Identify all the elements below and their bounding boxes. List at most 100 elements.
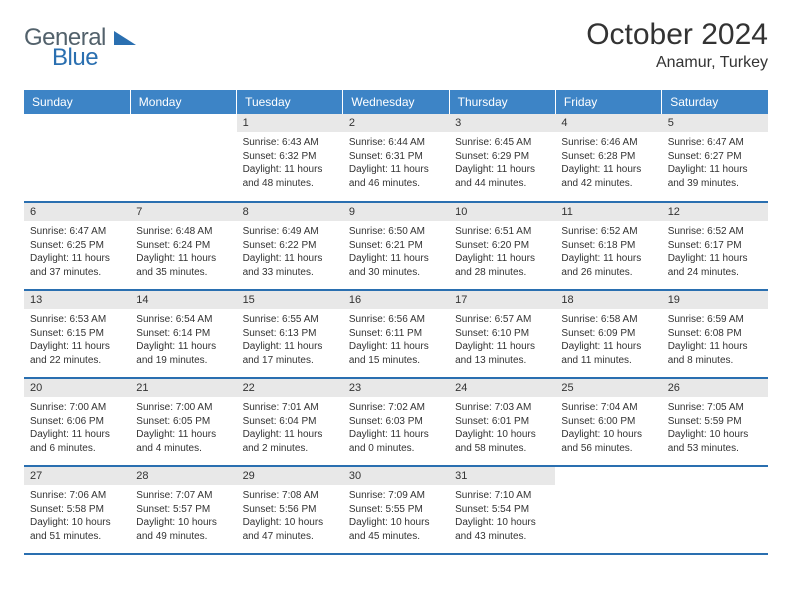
day-number: 7: [130, 203, 236, 221]
day-number: 10: [449, 203, 555, 221]
day-content: Sunrise: 6:59 AMSunset: 6:08 PMDaylight:…: [662, 309, 768, 371]
day-content: Sunrise: 6:43 AMSunset: 6:32 PMDaylight:…: [237, 132, 343, 194]
week-row: 6Sunrise: 6:47 AMSunset: 6:25 PMDaylight…: [24, 202, 768, 290]
day-cell: 3Sunrise: 6:45 AMSunset: 6:29 PMDaylight…: [449, 114, 555, 202]
day-content: Sunrise: 7:01 AMSunset: 6:04 PMDaylight:…: [237, 397, 343, 459]
day-cell: 24Sunrise: 7:03 AMSunset: 6:01 PMDayligh…: [449, 378, 555, 466]
day-number: 9: [343, 203, 449, 221]
day-content: Sunrise: 6:46 AMSunset: 6:28 PMDaylight:…: [555, 132, 661, 194]
day-content: Sunrise: 7:06 AMSunset: 5:58 PMDaylight:…: [24, 485, 130, 547]
calendar-table: Sunday Monday Tuesday Wednesday Thursday…: [24, 90, 768, 555]
day-content: Sunrise: 6:52 AMSunset: 6:17 PMDaylight:…: [662, 221, 768, 283]
day-number: 22: [237, 379, 343, 397]
week-row: 27Sunrise: 7:06 AMSunset: 5:58 PMDayligh…: [24, 466, 768, 554]
day-number: 21: [130, 379, 236, 397]
day-cell: 7Sunrise: 6:48 AMSunset: 6:24 PMDaylight…: [130, 202, 236, 290]
day-content: Sunrise: 7:00 AMSunset: 6:05 PMDaylight:…: [130, 397, 236, 459]
day-cell: 21Sunrise: 7:00 AMSunset: 6:05 PMDayligh…: [130, 378, 236, 466]
day-cell: 19Sunrise: 6:59 AMSunset: 6:08 PMDayligh…: [662, 290, 768, 378]
day-cell: 28Sunrise: 7:07 AMSunset: 5:57 PMDayligh…: [130, 466, 236, 554]
day-number: 1: [237, 114, 343, 132]
day-content: Sunrise: 6:47 AMSunset: 6:27 PMDaylight:…: [662, 132, 768, 194]
day-number: 20: [24, 379, 130, 397]
day-number: 18: [555, 291, 661, 309]
day-cell: 10Sunrise: 6:51 AMSunset: 6:20 PMDayligh…: [449, 202, 555, 290]
day-cell: 22Sunrise: 7:01 AMSunset: 6:04 PMDayligh…: [237, 378, 343, 466]
brand-logo: General Blue: [24, 24, 136, 80]
day-cell: 31Sunrise: 7:10 AMSunset: 5:54 PMDayligh…: [449, 466, 555, 554]
month-title: October 2024: [586, 18, 768, 52]
day-number: 29: [237, 467, 343, 485]
day-cell: 18Sunrise: 6:58 AMSunset: 6:09 PMDayligh…: [555, 290, 661, 378]
day-cell: [662, 466, 768, 554]
day-number: 6: [24, 203, 130, 221]
location-label: Anamur, Turkey: [586, 54, 768, 72]
logo-text-part2: Blue: [52, 44, 98, 71]
day-number: 28: [130, 467, 236, 485]
day-cell: 12Sunrise: 6:52 AMSunset: 6:17 PMDayligh…: [662, 202, 768, 290]
day-content: Sunrise: 6:54 AMSunset: 6:14 PMDaylight:…: [130, 309, 236, 371]
week-row: 13Sunrise: 6:53 AMSunset: 6:15 PMDayligh…: [24, 290, 768, 378]
day-content: Sunrise: 7:10 AMSunset: 5:54 PMDaylight:…: [449, 485, 555, 547]
day-content: Sunrise: 6:47 AMSunset: 6:25 PMDaylight:…: [24, 221, 130, 283]
day-number: 31: [449, 467, 555, 485]
weekday-header: Friday: [555, 90, 661, 114]
day-cell: [130, 114, 236, 202]
day-content: Sunrise: 7:02 AMSunset: 6:03 PMDaylight:…: [343, 397, 449, 459]
day-number: 23: [343, 379, 449, 397]
day-cell: 14Sunrise: 6:54 AMSunset: 6:14 PMDayligh…: [130, 290, 236, 378]
day-content: Sunrise: 7:04 AMSunset: 6:00 PMDaylight:…: [555, 397, 661, 459]
day-cell: 13Sunrise: 6:53 AMSunset: 6:15 PMDayligh…: [24, 290, 130, 378]
day-number: 27: [24, 467, 130, 485]
day-content: Sunrise: 7:05 AMSunset: 5:59 PMDaylight:…: [662, 397, 768, 459]
day-content: Sunrise: 6:52 AMSunset: 6:18 PMDaylight:…: [555, 221, 661, 283]
day-cell: 26Sunrise: 7:05 AMSunset: 5:59 PMDayligh…: [662, 378, 768, 466]
week-row: 20Sunrise: 7:00 AMSunset: 6:06 PMDayligh…: [24, 378, 768, 466]
day-number: 19: [662, 291, 768, 309]
day-cell: 2Sunrise: 6:44 AMSunset: 6:31 PMDaylight…: [343, 114, 449, 202]
weekday-header: Wednesday: [343, 90, 449, 114]
weekday-header: Tuesday: [237, 90, 343, 114]
day-content: Sunrise: 6:51 AMSunset: 6:20 PMDaylight:…: [449, 221, 555, 283]
day-cell: 9Sunrise: 6:50 AMSunset: 6:21 PMDaylight…: [343, 202, 449, 290]
weekday-header-row: Sunday Monday Tuesday Wednesday Thursday…: [24, 90, 768, 114]
day-cell: 1Sunrise: 6:43 AMSunset: 6:32 PMDaylight…: [237, 114, 343, 202]
day-cell: 25Sunrise: 7:04 AMSunset: 6:00 PMDayligh…: [555, 378, 661, 466]
day-number: 4: [555, 114, 661, 132]
day-cell: 8Sunrise: 6:49 AMSunset: 6:22 PMDaylight…: [237, 202, 343, 290]
day-content: Sunrise: 6:45 AMSunset: 6:29 PMDaylight:…: [449, 132, 555, 194]
day-cell: 4Sunrise: 6:46 AMSunset: 6:28 PMDaylight…: [555, 114, 661, 202]
day-number: 12: [662, 203, 768, 221]
day-content: Sunrise: 6:57 AMSunset: 6:10 PMDaylight:…: [449, 309, 555, 371]
day-number: 15: [237, 291, 343, 309]
day-number: 17: [449, 291, 555, 309]
day-cell: 29Sunrise: 7:08 AMSunset: 5:56 PMDayligh…: [237, 466, 343, 554]
weekday-header: Thursday: [449, 90, 555, 114]
weekday-header: Sunday: [24, 90, 130, 114]
day-content: Sunrise: 6:49 AMSunset: 6:22 PMDaylight:…: [237, 221, 343, 283]
week-row: 1Sunrise: 6:43 AMSunset: 6:32 PMDaylight…: [24, 114, 768, 202]
day-content: Sunrise: 6:55 AMSunset: 6:13 PMDaylight:…: [237, 309, 343, 371]
day-number: 24: [449, 379, 555, 397]
day-content: Sunrise: 7:00 AMSunset: 6:06 PMDaylight:…: [24, 397, 130, 459]
day-number: 11: [555, 203, 661, 221]
day-content: Sunrise: 7:08 AMSunset: 5:56 PMDaylight:…: [237, 485, 343, 547]
day-cell: [24, 114, 130, 202]
day-number: 13: [24, 291, 130, 309]
day-number: 8: [237, 203, 343, 221]
day-cell: 23Sunrise: 7:02 AMSunset: 6:03 PMDayligh…: [343, 378, 449, 466]
title-block: October 2024 Anamur, Turkey: [586, 18, 768, 72]
day-content: Sunrise: 6:56 AMSunset: 6:11 PMDaylight:…: [343, 309, 449, 371]
day-cell: 5Sunrise: 6:47 AMSunset: 6:27 PMDaylight…: [662, 114, 768, 202]
day-number: 2: [343, 114, 449, 132]
day-number: 30: [343, 467, 449, 485]
weekday-header: Monday: [130, 90, 236, 114]
day-content: Sunrise: 6:44 AMSunset: 6:31 PMDaylight:…: [343, 132, 449, 194]
weekday-header: Saturday: [662, 90, 768, 114]
day-cell: 20Sunrise: 7:00 AMSunset: 6:06 PMDayligh…: [24, 378, 130, 466]
day-content: Sunrise: 7:09 AMSunset: 5:55 PMDaylight:…: [343, 485, 449, 547]
day-cell: 6Sunrise: 6:47 AMSunset: 6:25 PMDaylight…: [24, 202, 130, 290]
logo-triangle-icon: [114, 24, 136, 52]
day-number: 3: [449, 114, 555, 132]
day-number: 26: [662, 379, 768, 397]
